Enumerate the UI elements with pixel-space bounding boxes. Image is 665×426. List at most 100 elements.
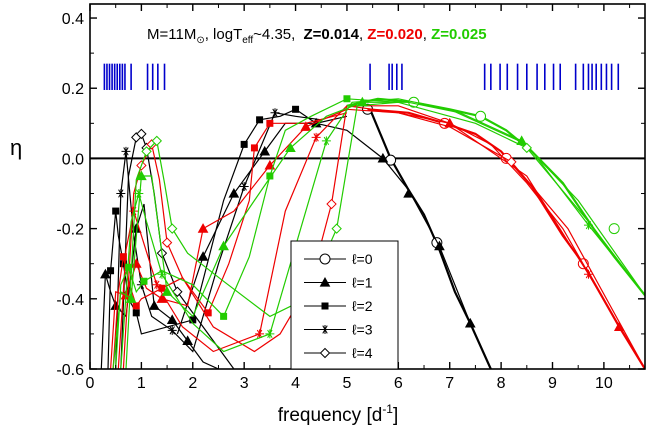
series-marker-z0.014-l1 <box>197 251 209 261</box>
legend-marker-square <box>321 302 329 310</box>
series-marker-z0.014-l2 <box>132 309 140 317</box>
series-marker-z0.025-l1 <box>218 240 229 251</box>
series-line-z0.025-l2 <box>115 98 399 369</box>
x-tick-label: 0 <box>86 375 95 392</box>
series-marker-z0.020-l1 <box>264 159 276 170</box>
x-axis-label: frequency [d-1] <box>278 402 399 426</box>
legend: ℓ=0 ℓ=1 ℓ=2 ℓ=3 ℓ=4 <box>290 240 399 370</box>
series-marker-z0.020-l2 <box>132 302 140 310</box>
series-marker-z0.025-l3 <box>134 189 144 199</box>
x-tick-label: 10 <box>595 375 613 392</box>
z-label-0014: Z=0.014 <box>303 26 359 43</box>
series-marker-z0.020-l4 <box>506 156 517 168</box>
y-tick-label: -0.6 <box>56 362 84 379</box>
legend-label: ℓ=4 <box>352 345 373 361</box>
series-marker-z0.020-l4 <box>161 237 173 248</box>
series-marker-z0.020-l1 <box>156 293 168 303</box>
series-marker-z0.014-l2 <box>119 260 127 268</box>
series-marker-z0.014-l1 <box>228 187 240 198</box>
x-tick-label: 1 <box>137 375 146 392</box>
series-marker-z0.020-l2 <box>158 284 166 292</box>
x-tick-label: 7 <box>445 375 454 392</box>
x-tick-label: 4 <box>291 375 300 392</box>
series-marker-z0.014-l4 <box>172 286 183 297</box>
xlabel-main: frequency [d <box>278 405 383 426</box>
x-tick-label: 9 <box>548 375 557 392</box>
series-marker-z0.025-l2 <box>343 95 351 103</box>
z-label-0020: Z=0.020 <box>367 26 422 43</box>
series-marker-z0.020-l2 <box>250 144 258 152</box>
series-marker-z0.014-l1 <box>259 145 271 156</box>
y-tick-label: 0.0 <box>62 151 84 168</box>
series-marker-z0.014-l1 <box>403 187 414 198</box>
z-label-0025: Z=0.025 <box>431 26 486 43</box>
series-marker-z0.025-l1 <box>161 286 173 296</box>
series-marker-z0.025-l4 <box>167 223 178 234</box>
legend-marker-circle <box>319 253 331 265</box>
series-marker-z0.025-l1 <box>285 142 296 152</box>
series-marker-z0.025-l3 <box>321 136 331 146</box>
svg-text:M=11M⊙, logTeff~4.35, Z=: M=11M⊙, logTeff~4.35, Z=0.014, Z=0.020, … <box>147 26 487 46</box>
series-line-z0.025-l3 <box>120 98 645 369</box>
series-marker-z0.020-l1 <box>197 223 209 233</box>
series-marker-z0.014-l2 <box>189 316 197 324</box>
series-marker-z0.025-l4 <box>151 135 163 147</box>
legend-label: ℓ=0 <box>352 251 373 267</box>
series-marker-z0.014-l1 <box>182 335 193 346</box>
series-marker-z0.025-l4 <box>521 142 533 154</box>
y-axis-label: η <box>10 135 22 160</box>
series-marker-z0.014-l1 <box>166 314 178 324</box>
legend-label: ℓ=2 <box>352 298 373 314</box>
title-suffix: ~4.35, <box>253 26 295 43</box>
legend-label: ℓ=3 <box>352 322 373 338</box>
series-group <box>100 95 645 369</box>
series-line-z0.020-l0 <box>367 108 645 369</box>
x-tick-label: 5 <box>342 375 351 392</box>
y-tick-label: 0.2 <box>62 81 84 98</box>
series-marker-z0.025-l2 <box>125 263 133 271</box>
legend-box <box>290 240 399 370</box>
series-marker-z0.014-l1 <box>464 317 476 328</box>
series-marker-z0.025-l4 <box>141 146 152 157</box>
eff-subscript: eff <box>242 35 253 46</box>
series-marker-z0.020-l4 <box>326 198 337 210</box>
series-marker-z0.025-l0 <box>608 223 620 235</box>
series-line-z0.025-l4 <box>125 101 645 369</box>
legend-marker-diamond <box>319 347 331 359</box>
series-marker-z0.025-l1 <box>125 293 137 303</box>
series-marker-z0.025-l3 <box>265 329 275 339</box>
legend-marker-triangle <box>319 276 331 287</box>
legend-label: ℓ=1 <box>352 275 373 291</box>
series-marker-z0.025-l2 <box>140 277 148 285</box>
sun-symbol: ⊙ <box>196 35 204 46</box>
series-marker-z0.014-l2 <box>112 207 120 215</box>
series-marker-z0.025-l1 <box>136 170 147 181</box>
y-tick-label: 0.4 <box>62 11 84 28</box>
series-marker-z0.014-l3 <box>239 182 249 191</box>
series-marker-z0.025-l0 <box>475 110 487 122</box>
series-marker-z0.025-l2 <box>266 172 274 180</box>
xlabel-end: ] <box>393 405 398 426</box>
y-tick-label: -0.2 <box>56 222 84 239</box>
series-marker-z0.025-l3 <box>157 269 167 279</box>
title-prefix: M=11M <box>147 26 196 43</box>
series-marker-z0.020-l3 <box>152 280 162 290</box>
series-line-z0.025-l1 <box>112 101 645 369</box>
x-tick-label: 3 <box>240 375 249 392</box>
series-marker-z0.020-l3 <box>255 329 265 339</box>
xlabel-superscript: -1 <box>382 402 393 416</box>
series-marker-z0.014-l2 <box>107 267 115 275</box>
title-middle: , logT <box>205 26 243 43</box>
series-line-z0.020-l1 <box>110 108 620 369</box>
series-marker-z0.014-l1 <box>377 152 389 163</box>
series-line-z0.014-l4 <box>120 132 235 369</box>
series-marker-z0.014-l3 <box>116 189 126 199</box>
series-marker-z0.014-l2 <box>256 116 264 124</box>
series-marker-z0.014-l2 <box>240 140 248 148</box>
series-marker-z0.014-l3 <box>167 325 177 335</box>
series-marker-z0.020-l2 <box>204 309 212 317</box>
x-tick-label: 6 <box>394 375 403 392</box>
series-marker-z0.014-l3 <box>270 108 280 118</box>
x-tick-label: 2 <box>188 375 197 392</box>
